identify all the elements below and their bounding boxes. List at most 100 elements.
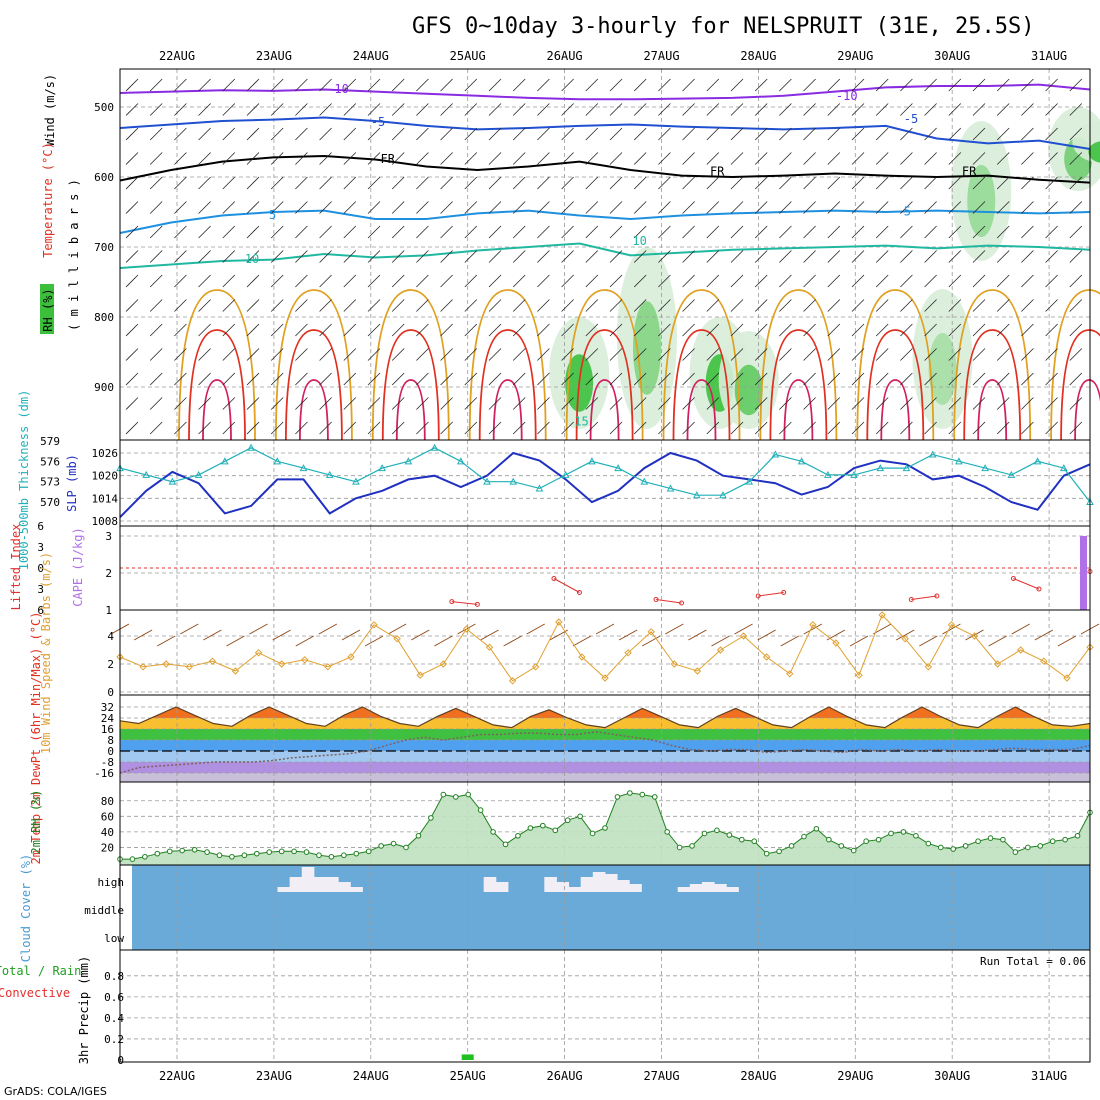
wind-barb xyxy=(537,201,550,214)
wind-barb xyxy=(270,78,284,92)
wind-barb xyxy=(125,225,139,239)
rh-marker xyxy=(1037,843,1044,849)
wind-barb xyxy=(609,103,623,116)
rh-marker xyxy=(465,791,472,798)
wind-barb xyxy=(730,397,744,410)
precip-tick: 0.4 xyxy=(104,1012,124,1025)
wind-barb xyxy=(682,250,695,263)
wind-barb xyxy=(440,323,453,337)
rh-marker xyxy=(291,848,297,855)
wind-barb xyxy=(1021,225,1034,239)
wind-barb xyxy=(343,372,357,386)
wind-speed-marker xyxy=(1063,674,1071,682)
surface-wind-barb xyxy=(965,629,984,641)
rh-marker xyxy=(738,836,745,843)
thickness-marker xyxy=(352,477,360,485)
wind-barb xyxy=(174,372,187,386)
rh-marker xyxy=(1049,838,1056,845)
wind-barb xyxy=(609,348,623,361)
wind-barb xyxy=(658,348,671,361)
wind-barb xyxy=(537,274,550,288)
wind-barb xyxy=(512,250,526,263)
wind-barb xyxy=(996,348,1010,361)
date-axis-top: 22AUG 23AUG 24AUG 25AUG 26AUG 27AUG 28AUG 29AUG… xyxy=(159,49,1067,63)
surface-wind-barb xyxy=(364,635,384,647)
rh-marker xyxy=(378,843,384,849)
wind-barb xyxy=(827,421,841,435)
wind-barb xyxy=(754,201,768,214)
wind-barb xyxy=(779,372,792,386)
wind-barb xyxy=(803,323,816,337)
wind-barb xyxy=(779,299,792,312)
wind-barb xyxy=(754,299,768,312)
slp-ylabel: SLP (mb) xyxy=(65,454,79,512)
wind-barb xyxy=(174,225,187,239)
wind-barb xyxy=(174,250,187,263)
date-label-top: 25AUG xyxy=(450,49,486,63)
surface-wind-barb xyxy=(688,629,707,641)
wind-barb xyxy=(222,78,236,92)
legend-rh-swatch xyxy=(40,284,54,334)
wind-barb xyxy=(488,299,502,312)
surface-wind-barb xyxy=(734,623,753,635)
wind-barb xyxy=(464,225,478,239)
wind-barb xyxy=(222,397,236,410)
surface-wind-barb xyxy=(1034,629,1054,641)
rh-marker xyxy=(962,843,969,849)
wind-barb xyxy=(295,372,308,386)
wind-barb xyxy=(803,127,816,141)
thickness-marker xyxy=(928,450,937,458)
wind-speed-marker xyxy=(555,618,563,626)
high-cloud-gap xyxy=(544,877,557,892)
wind-barb xyxy=(488,201,502,214)
wind-barb xyxy=(900,372,913,386)
wind-speed-marker xyxy=(809,621,817,629)
wind-barb xyxy=(754,323,768,337)
wind-barb xyxy=(222,225,236,239)
surface-wind-barb xyxy=(295,635,314,647)
wind-barb xyxy=(295,103,308,116)
wind-barb xyxy=(416,127,429,141)
wind-barb xyxy=(851,274,865,288)
wind-barb xyxy=(658,225,671,239)
wind-barb xyxy=(561,397,574,410)
wind-barb xyxy=(367,201,381,214)
lifted-marker xyxy=(934,593,940,599)
wind-barb xyxy=(609,421,623,435)
wind-barb xyxy=(440,348,453,361)
wind-barb xyxy=(246,372,260,386)
wind-barb xyxy=(706,274,720,288)
wind-barb xyxy=(633,201,647,214)
wind-barb xyxy=(996,78,1010,92)
wind-barb xyxy=(464,323,478,337)
wind-barb xyxy=(585,397,599,410)
thickness-marker xyxy=(1059,464,1068,472)
warm-contour xyxy=(468,289,547,441)
wind-barb xyxy=(1069,397,1083,410)
wind-barb xyxy=(682,103,695,116)
wind-barb xyxy=(367,152,381,165)
pressure-tick: 700 xyxy=(94,241,114,254)
rh-marker xyxy=(1000,836,1006,843)
wind-barb xyxy=(803,299,816,312)
wind-barb xyxy=(125,127,139,141)
date-label-top: 22AUG xyxy=(159,49,195,63)
wind-barb xyxy=(779,225,792,239)
thickness-marker xyxy=(955,457,963,465)
wind-barb xyxy=(512,323,526,337)
wind-barb xyxy=(488,127,502,141)
thickness-marker xyxy=(876,464,885,472)
wind-barb xyxy=(295,274,308,288)
wind-barb xyxy=(464,127,478,141)
wind-barb xyxy=(754,103,768,116)
wind-barb xyxy=(367,103,381,116)
wind-barb xyxy=(464,348,478,361)
wind-barb xyxy=(585,348,599,361)
wind-barb xyxy=(948,299,962,312)
wind-barb xyxy=(658,78,671,92)
wind-barb xyxy=(561,127,574,141)
surface-wind-barb xyxy=(272,629,291,641)
wind-barb xyxy=(827,176,841,190)
wind-barb xyxy=(730,323,744,337)
wind-barb xyxy=(319,348,332,361)
